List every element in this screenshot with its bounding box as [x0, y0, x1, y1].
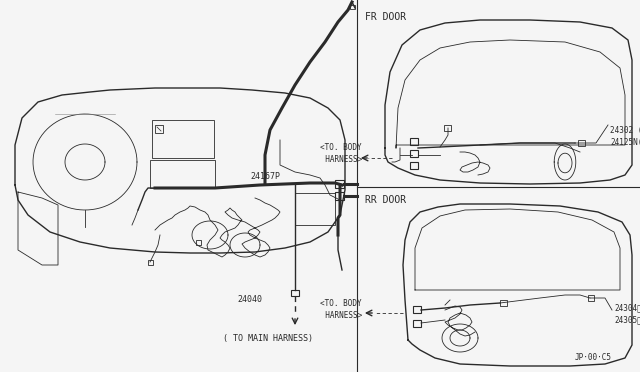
Bar	[413, 306, 421, 313]
Text: FR DOOR: FR DOOR	[365, 12, 406, 22]
Bar	[588, 295, 594, 301]
Bar	[500, 300, 507, 306]
Bar	[295, 193, 335, 225]
Text: 24125N(LH): 24125N(LH)	[610, 138, 640, 148]
Text: 24305〈LH〉: 24305〈LH〉	[614, 315, 640, 324]
Bar	[578, 140, 585, 146]
Bar	[150, 160, 215, 188]
Bar	[410, 138, 418, 145]
Bar	[148, 260, 153, 265]
Text: 24302 (RH): 24302 (RH)	[610, 125, 640, 135]
Text: ( TO MAIN HARNESS): ( TO MAIN HARNESS)	[223, 334, 313, 343]
Text: 24040: 24040	[237, 295, 262, 305]
Bar	[410, 150, 418, 157]
Bar	[335, 192, 344, 200]
Bar	[444, 125, 451, 131]
Text: RR DOOR: RR DOOR	[365, 195, 406, 205]
Text: 24304〈RH〉: 24304〈RH〉	[614, 304, 640, 312]
Bar	[196, 240, 201, 245]
Bar	[410, 162, 418, 169]
Text: <TO. BODY: <TO. BODY	[321, 144, 362, 153]
Text: 24167P: 24167P	[250, 172, 280, 181]
Bar	[413, 320, 421, 327]
Bar	[291, 290, 299, 296]
Bar	[350, 5, 355, 9]
Bar	[155, 125, 163, 133]
Text: HARNESS>: HARNESS>	[316, 155, 362, 164]
Text: HARNESS>: HARNESS>	[316, 311, 362, 321]
Text: JP·00·C5: JP·00·C5	[575, 353, 612, 362]
Bar	[335, 180, 344, 188]
Bar	[152, 120, 214, 158]
Text: <TO. BODY: <TO. BODY	[321, 299, 362, 308]
